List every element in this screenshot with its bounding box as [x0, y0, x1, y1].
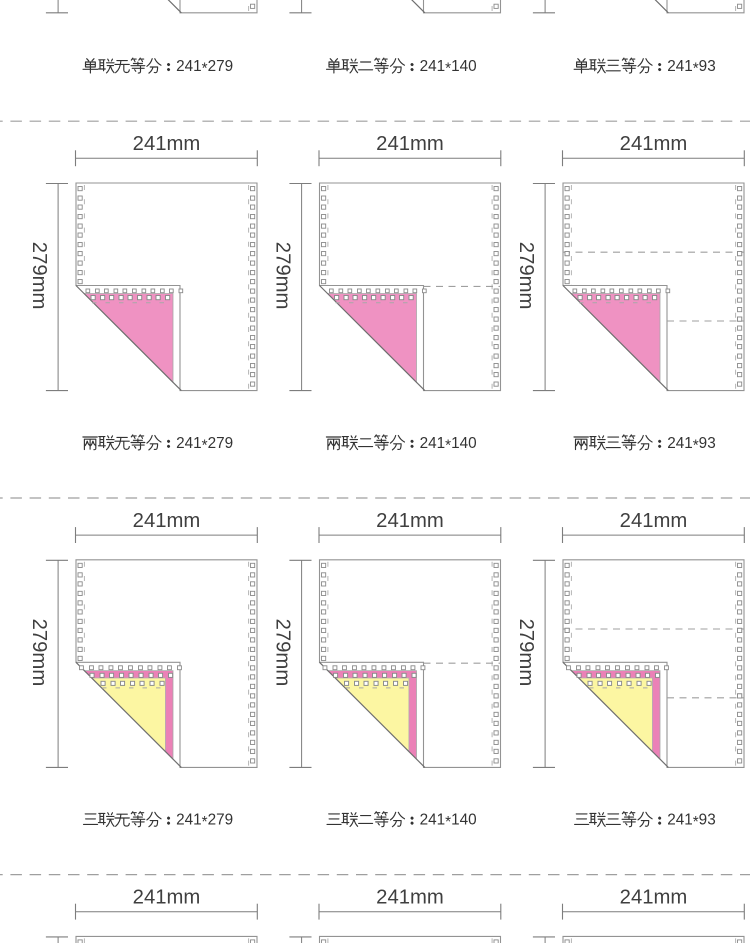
- svg-text:241*140: 241*140: [420, 812, 477, 832]
- svg-text:241*279: 241*279: [176, 58, 233, 78]
- svg-text:241*279: 241*279: [176, 435, 233, 455]
- svg-text:241*93: 241*93: [667, 58, 716, 78]
- svg-text:241*93: 241*93: [667, 435, 716, 455]
- svg-text:241*93: 241*93: [667, 812, 716, 832]
- svg-text:241*279: 241*279: [176, 812, 233, 832]
- svg-text:241*140: 241*140: [420, 435, 477, 455]
- svg-text:241*140: 241*140: [420, 58, 477, 78]
